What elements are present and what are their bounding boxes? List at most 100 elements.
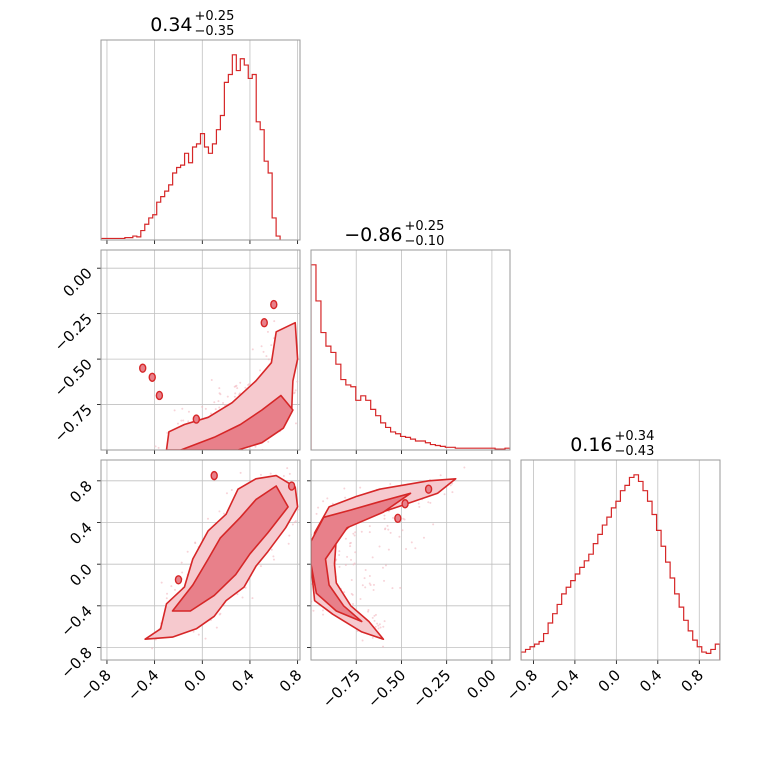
scatter-point	[180, 419, 183, 422]
scatter-point	[317, 506, 320, 509]
x-tick-label: −0.25	[409, 666, 454, 711]
scatter-point	[272, 558, 275, 561]
scatter-point	[432, 523, 435, 526]
scatter-point	[246, 451, 248, 453]
contour-inner	[171, 485, 289, 612]
scatter-point	[187, 420, 190, 423]
scatter-point	[184, 451, 186, 453]
scatter-point	[451, 482, 454, 485]
scatter-point	[217, 400, 220, 403]
scatter-point	[262, 350, 265, 353]
scatter-point	[182, 419, 185, 422]
scatter-point	[368, 582, 371, 585]
scatter-point	[306, 350, 308, 352]
scatter-point	[244, 586, 247, 589]
scatter-point	[386, 524, 389, 527]
scatter-point	[219, 393, 222, 396]
title-value: −0.86	[344, 224, 402, 246]
scatter-point	[214, 408, 217, 411]
contour-param-1-vs-param-3-spines	[100, 459, 301, 661]
scatter-point	[239, 471, 242, 474]
contour-island	[287, 481, 296, 491]
scatter-point	[180, 561, 183, 564]
scatter-point	[273, 320, 276, 323]
scatter-point	[213, 401, 216, 404]
scatter-point	[321, 609, 324, 612]
scatter-point	[282, 475, 285, 478]
scatter-point	[350, 558, 353, 561]
scatter-point	[272, 555, 275, 558]
histogram-param-3-spines	[520, 459, 721, 661]
contour-param-1-vs-param-2-spines	[100, 249, 301, 451]
scatter-point	[389, 531, 392, 534]
y-tick-label: −0.4	[57, 602, 95, 640]
scatter-point	[368, 531, 371, 534]
scatter-point	[414, 547, 417, 550]
scatter-point	[376, 622, 379, 625]
x-tick-label: −0.4	[124, 666, 162, 704]
scatter-point	[335, 558, 338, 561]
scatter-point	[227, 455, 229, 457]
x-tick-label: 0.0	[181, 666, 211, 696]
scatter-point	[305, 367, 307, 369]
scatter-point	[359, 598, 362, 601]
scatter-point	[166, 431, 169, 434]
scatter-point	[379, 626, 382, 629]
scatter-point	[378, 623, 381, 626]
scatter-point	[451, 491, 454, 494]
scatter-point	[197, 633, 200, 636]
scatter-point	[154, 445, 157, 448]
scatter-point	[165, 597, 168, 600]
contour-island	[174, 575, 183, 585]
y-tick-label: 0.4	[66, 519, 96, 549]
histogram-param-2-spines	[310, 249, 511, 451]
scatter-point	[374, 625, 377, 628]
scatter-point	[449, 484, 452, 487]
histogram-param-3	[520, 459, 721, 664]
scatter-point	[343, 487, 346, 490]
scatter-point	[293, 521, 296, 524]
scatter-point	[204, 637, 207, 640]
contour-param-1-vs-param-3-content	[101, 460, 307, 660]
scatter-point	[364, 569, 367, 572]
scatter-point	[218, 613, 221, 616]
contour-island	[270, 299, 278, 310]
x-tick-label: 0.8	[276, 666, 306, 696]
scatter-point	[286, 467, 289, 470]
y-tick-label: 0.00	[59, 264, 95, 300]
scatter-point	[293, 391, 296, 394]
scatter-point	[389, 483, 392, 486]
scatter-point	[305, 496, 307, 498]
contour-inner	[311, 492, 412, 623]
scatter-point	[266, 330, 269, 333]
scatter-point	[244, 386, 247, 389]
scatter-point	[269, 472, 272, 475]
scatter-point	[236, 387, 239, 390]
scatter-point	[300, 505, 302, 507]
contour-inner	[180, 394, 294, 450]
x-tick-label: 0.8	[678, 666, 708, 696]
contour-param-1-vs-param-3	[97, 459, 307, 664]
histogram-steps	[101, 54, 281, 240]
scatter-point	[383, 620, 386, 623]
scatter-point	[254, 445, 257, 448]
scatter-point	[173, 588, 176, 591]
scatter-point	[194, 541, 197, 544]
scatter-point	[215, 626, 218, 629]
scatter-point	[352, 532, 355, 535]
y-tick-label: −0.8	[57, 644, 95, 682]
scatter-point	[346, 555, 349, 558]
x-tick-label: 0.0	[595, 666, 625, 696]
x-tick-label: −0.8	[503, 666, 541, 704]
scatter-point	[247, 384, 250, 387]
scatter-point	[383, 514, 386, 517]
scatter-point	[151, 647, 154, 650]
scatter-point	[259, 369, 262, 372]
scatter-point	[401, 529, 404, 532]
scatter-point	[351, 602, 354, 605]
y-tick-label: 0.0	[66, 560, 96, 590]
scatter-point	[312, 609, 315, 612]
scatter-point	[297, 508, 300, 511]
scatter-point	[344, 563, 347, 566]
